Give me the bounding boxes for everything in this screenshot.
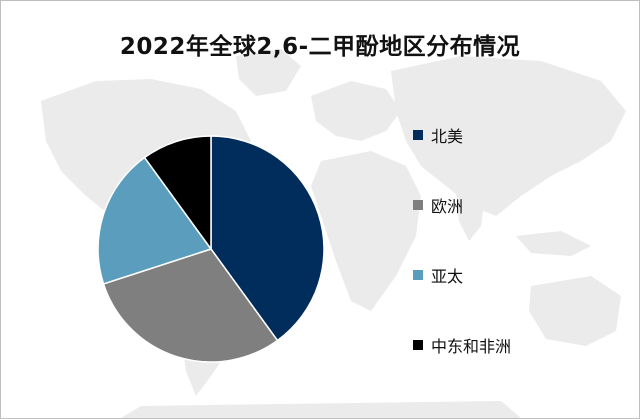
legend-label: 北美	[431, 127, 464, 146]
legend-label: 亚太	[431, 267, 464, 286]
pie-slice-1	[210, 135, 325, 342]
legend-label: 中东和非洲	[431, 337, 512, 356]
legend-item-4: 中东和非洲	[413, 333, 511, 357]
pie-slice-4	[143, 135, 212, 252]
legend-item-2: 欧洲	[413, 193, 463, 217]
pie-slice-2	[102, 248, 279, 363]
legend-label: 欧洲	[431, 197, 464, 216]
pie-slice-3	[97, 156, 213, 285]
chart-title: 2022年全球2,6-二甲酚地区分布情况	[119, 34, 521, 60]
legend-swatch	[413, 340, 423, 350]
legend-swatch	[413, 130, 423, 140]
legend-item-1: 北美	[413, 123, 463, 147]
legend-item-3: 亚太	[413, 263, 463, 287]
legend-swatch	[413, 270, 423, 280]
legend-swatch	[413, 200, 423, 210]
